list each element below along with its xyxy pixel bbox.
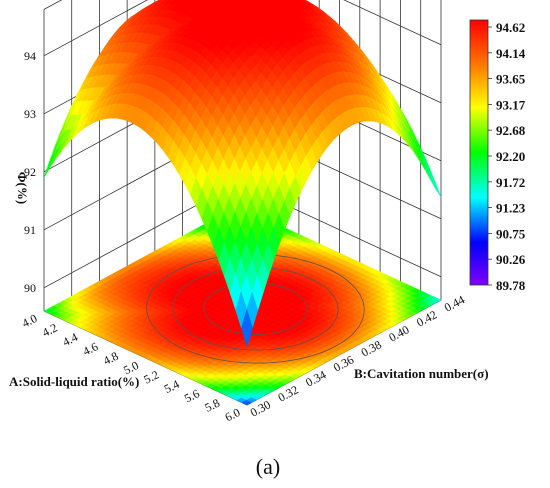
colorbar-tick-label: 94.14 bbox=[496, 46, 526, 61]
floor-cell bbox=[430, 297, 442, 303]
y-axis-label: B:Cavitation number(σ) bbox=[354, 366, 489, 381]
surface-cell bbox=[429, 173, 442, 198]
z-axis-label: Φ(%) bbox=[15, 172, 30, 204]
z-tick-label: 94 bbox=[24, 49, 36, 63]
contour-line bbox=[146, 253, 365, 364]
colorbar-tick-label: 92.20 bbox=[496, 149, 525, 164]
colorbar-tick-label: 90.26 bbox=[496, 252, 526, 267]
z-tick-label: 93 bbox=[24, 107, 36, 121]
x-tick-label: 4.4 bbox=[60, 330, 80, 349]
colorbar-tick-label: 90.75 bbox=[496, 226, 526, 241]
colorbar-tick-label: 94.62 bbox=[496, 20, 525, 35]
colorbar-tick-label: 93.17 bbox=[496, 97, 526, 112]
figure-caption: (a) bbox=[256, 454, 280, 479]
z-tick-label: 90 bbox=[24, 281, 36, 295]
y-tick-label: 0.44 bbox=[442, 292, 467, 314]
colorbar-tick-label: 89.78 bbox=[496, 278, 526, 293]
z-tick-label: 92 bbox=[24, 165, 36, 179]
surface-cell bbox=[241, 308, 253, 348]
colorbar bbox=[469, 19, 489, 286]
x-tick-label: 5.4 bbox=[162, 377, 182, 396]
z-tick-label: 91 bbox=[24, 223, 36, 237]
colorbar-tick-label: 93.65 bbox=[496, 72, 526, 87]
colorbar-tick-label: 91.72 bbox=[496, 175, 525, 190]
x-tick-label: 6.0 bbox=[223, 405, 243, 424]
contour-line bbox=[172, 266, 339, 351]
colorbar-tick-label: 92.68 bbox=[496, 123, 526, 138]
response-surface bbox=[43, 0, 442, 348]
x-tick-label: 5.6 bbox=[182, 386, 202, 405]
x-tick-label: 5.8 bbox=[202, 396, 222, 415]
x-tick-label: 4.8 bbox=[101, 349, 121, 368]
colorbar-ticks: 94.62 94.14 93.65 93.17 92.68 92.20 91.72 91.23… bbox=[488, 20, 526, 293]
x-tick-label: 5.2 bbox=[141, 368, 161, 387]
x-axis-label: A:Solid-liquid ratio(%) bbox=[9, 374, 139, 389]
x-tick-label: 5.0 bbox=[121, 358, 141, 377]
colorbar-tick-label: 91.23 bbox=[496, 201, 526, 216]
x-tick-label: 4.2 bbox=[40, 321, 60, 340]
x-tick-label: 4.0 bbox=[20, 311, 40, 330]
x-tick-label: 4.6 bbox=[81, 339, 101, 358]
surface-cell bbox=[43, 152, 56, 178]
